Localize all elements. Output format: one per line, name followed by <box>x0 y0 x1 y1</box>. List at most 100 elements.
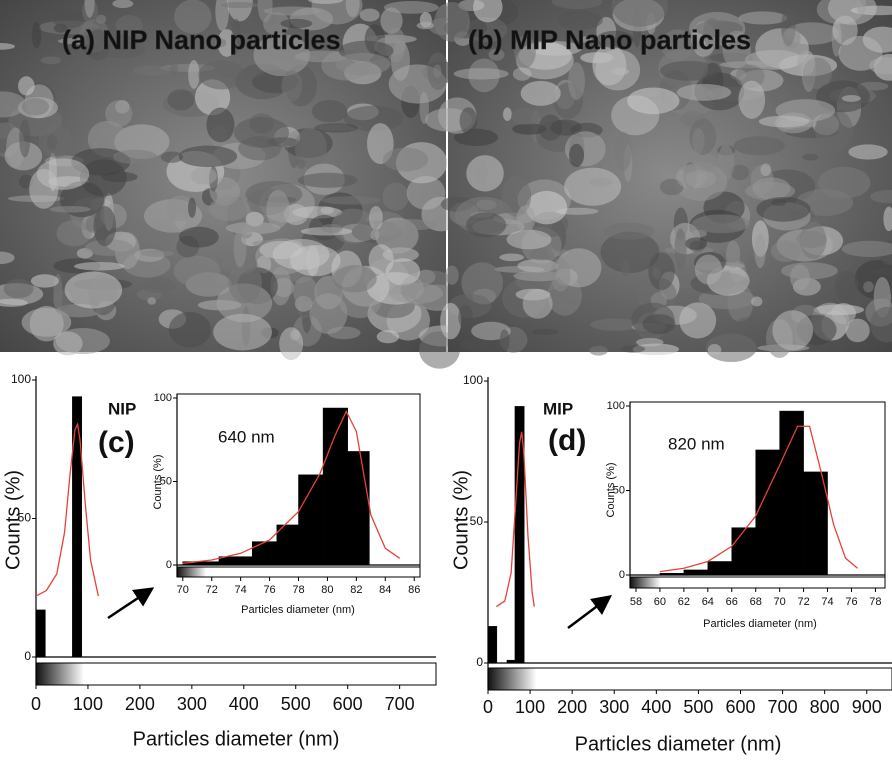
gradient-strip <box>36 663 436 685</box>
texture <box>290 330 300 341</box>
texture <box>50 206 91 213</box>
texture <box>147 297 156 304</box>
x-tick-label: 400 <box>229 694 259 714</box>
texture <box>191 167 217 184</box>
x-tick-label: 82 <box>350 584 362 596</box>
image-label: (a) NIP Nano particles <box>62 25 341 55</box>
y-axis-label: Counts (%) <box>152 454 164 509</box>
texture <box>675 151 717 173</box>
x-tick-label: 500 <box>683 697 713 717</box>
annotation: MIP <box>543 399 573 418</box>
texture <box>734 136 785 155</box>
x-axis-label: Particles diameter (nm) <box>133 728 340 750</box>
texture <box>679 302 716 338</box>
texture <box>53 332 82 356</box>
bar <box>36 610 45 657</box>
texture <box>642 314 675 334</box>
texture <box>802 154 818 161</box>
x-tick-label: 80 <box>321 584 333 596</box>
bar <box>507 660 515 663</box>
texture <box>4 279 34 298</box>
texture <box>506 230 551 250</box>
texture <box>209 197 250 221</box>
texture <box>842 95 861 102</box>
texture <box>614 132 631 172</box>
arrow <box>568 598 608 628</box>
texture <box>360 8 380 21</box>
texture <box>521 81 561 106</box>
texture <box>335 53 390 75</box>
texture <box>797 50 815 75</box>
texture <box>440 303 461 340</box>
texture <box>627 87 679 114</box>
texture <box>772 310 813 350</box>
texture <box>167 89 194 110</box>
texture <box>761 163 772 176</box>
annotation: 820 nm <box>668 434 725 453</box>
texture <box>738 11 787 24</box>
x-tick-label: 300 <box>177 694 207 714</box>
x-tick-label: 66 <box>726 596 738 608</box>
x-tick-label: 76 <box>845 596 857 608</box>
bar <box>660 573 684 575</box>
y-tick-label: 0 <box>619 569 625 581</box>
fit-curve <box>36 424 98 596</box>
texture <box>37 158 90 190</box>
x-tick-label: 58 <box>630 596 642 608</box>
y-tick-label: 100 <box>607 400 625 412</box>
texture <box>759 116 809 128</box>
texture <box>169 312 211 348</box>
texture <box>234 117 289 148</box>
annotation: NIP <box>108 399 136 418</box>
x-tick-label: 78 <box>869 596 881 608</box>
bar <box>299 475 324 565</box>
texture <box>290 245 341 276</box>
x-tick-label: 70 <box>774 596 786 608</box>
texture <box>445 265 459 284</box>
texture <box>282 70 303 102</box>
x-tick-label: 86 <box>408 584 420 596</box>
texture <box>603 223 654 240</box>
x-tick-label: 78 <box>292 584 304 596</box>
gradient-strip <box>630 577 885 588</box>
texture <box>835 271 858 303</box>
x-tick-label: 100 <box>515 697 545 717</box>
annotation: (d) <box>548 424 586 457</box>
texture <box>174 256 221 287</box>
texture <box>385 219 437 230</box>
texture <box>551 258 571 291</box>
x-tick-label: 800 <box>810 697 840 717</box>
texture <box>685 237 707 250</box>
texture <box>31 274 59 287</box>
texture <box>611 68 629 75</box>
texture <box>466 155 504 191</box>
page: (a) NIP Nano particles(b) MIP Nano parti… <box>0 0 892 760</box>
texture <box>660 61 718 81</box>
texture <box>266 190 289 228</box>
x-tick-label: 72 <box>797 596 809 608</box>
bar <box>780 411 804 575</box>
x-tick-label: 62 <box>678 596 690 608</box>
texture <box>293 276 318 307</box>
texture <box>22 98 49 115</box>
texture <box>188 198 196 218</box>
texture <box>517 205 536 232</box>
bar <box>804 472 828 575</box>
texture <box>755 233 766 268</box>
texture <box>636 338 663 347</box>
texture <box>179 146 237 168</box>
y-axis-label: Counts (%) <box>2 470 24 570</box>
texture <box>550 120 581 136</box>
bar <box>219 557 252 565</box>
x-tick-label: 200 <box>557 697 587 717</box>
y-tick-label: 100 <box>154 392 172 404</box>
texture <box>41 56 61 64</box>
texture <box>369 206 383 230</box>
texture <box>476 200 496 210</box>
texture <box>228 262 262 303</box>
texture <box>377 330 399 343</box>
x-tick-label: 700 <box>768 697 798 717</box>
texture <box>674 228 686 270</box>
texture <box>771 198 786 205</box>
x-axis-label: Particles diameter (nm) <box>703 618 817 630</box>
